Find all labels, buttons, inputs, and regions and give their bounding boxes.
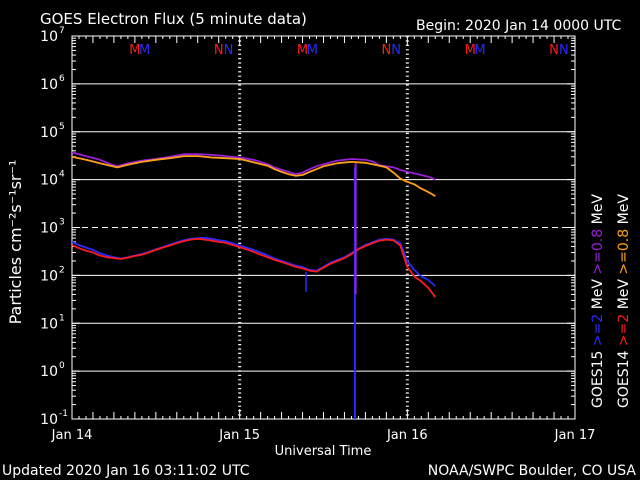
legend-entry: GOES14 >=2 MeV >=0.8 MeV: [616, 194, 632, 408]
series-line: [71, 236, 436, 287]
y-tick-label: 10: [40, 125, 58, 141]
satellite-marker: M: [465, 43, 476, 58]
y-tick-exponent: 3: [59, 218, 65, 228]
credit: NOAA/SWPC Boulder, CO USA: [428, 463, 637, 479]
y-tick-label: 10: [40, 412, 58, 428]
x-tick-label: Jan 16: [386, 428, 428, 443]
satellite-marker: N: [214, 43, 224, 58]
satellite-marker: M: [474, 43, 485, 58]
x-axis-label: Universal Time: [275, 444, 372, 459]
satellite-marker: N: [382, 43, 392, 58]
y-tick-exponent: 2: [59, 265, 65, 275]
satellite-marker: M: [297, 43, 308, 58]
y-tick-label: 10: [40, 221, 58, 237]
x-tick-label: Jan 17: [554, 428, 596, 443]
series-line: [71, 237, 437, 298]
satellite-marker: N: [559, 43, 569, 58]
satellite-marker: M: [129, 43, 140, 58]
y-tick-label: 10: [40, 364, 58, 380]
y-tick-exponent: 5: [59, 122, 65, 132]
series-line: [71, 155, 436, 197]
series-line: [71, 151, 436, 181]
y-axis-label: Particles cm⁻²s⁻¹sr⁻¹: [6, 160, 25, 325]
y-tick-exponent: 4: [59, 170, 65, 180]
chart-title: GOES Electron Flux (5 minute data): [40, 10, 307, 28]
begin-time: Begin: 2020 Jan 14 0000 UTC: [416, 18, 621, 34]
y-tick-exponent: -1: [59, 409, 68, 419]
legend-entry: GOES15 >=2 MeV >=0.8 MeV: [590, 194, 606, 408]
satellite-marker: N: [391, 43, 401, 58]
x-tick-label: Jan 14: [51, 428, 93, 443]
x-tick-label: Jan 15: [218, 428, 260, 443]
y-tick-exponent: 1: [59, 313, 65, 323]
satellite-marker: N: [549, 43, 559, 58]
satellite-marker: M: [307, 43, 318, 58]
y-tick-label: 10: [40, 316, 58, 332]
y-tick-label: 10: [40, 173, 58, 189]
satellite-marker: N: [224, 43, 234, 58]
y-tick-exponent: 6: [59, 74, 65, 84]
y-tick-label: 10: [40, 77, 58, 93]
y-tick-label: 10: [40, 268, 58, 284]
y-tick-exponent: 0: [59, 361, 65, 371]
satellite-marker: M: [139, 43, 150, 58]
y-tick-exponent: 7: [59, 26, 65, 36]
y-tick-label: 10: [40, 29, 58, 45]
updated-time: Updated 2020 Jan 16 03:11:02 UTC: [2, 463, 250, 479]
